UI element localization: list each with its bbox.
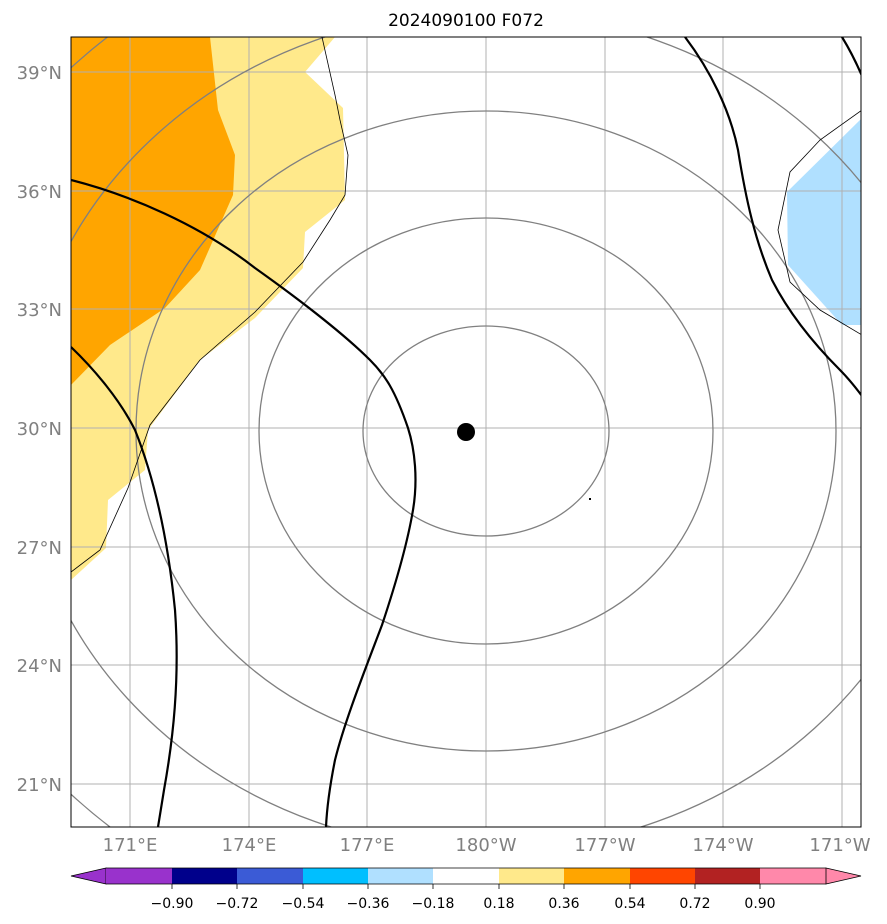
colorbar-segment xyxy=(172,868,237,884)
orange-shaded-region xyxy=(71,37,235,385)
colorbar-segment xyxy=(499,868,564,884)
colorbar-extend-high xyxy=(825,867,862,885)
colorbar-segment xyxy=(303,868,368,884)
lon-label: 174°W xyxy=(692,835,753,856)
colorbar-segment xyxy=(106,868,172,884)
map-frame xyxy=(70,36,862,828)
range-ring-1 xyxy=(362,325,610,537)
colorbar-extend-low xyxy=(70,867,107,885)
range-ring-2 xyxy=(258,217,714,645)
colorbar-tick-label: −0.36 xyxy=(347,896,390,912)
colorbar-tick-label: 0.36 xyxy=(548,896,579,912)
lon-label: 180°W xyxy=(455,835,516,856)
colorbar-segment xyxy=(695,868,760,884)
lon-label: 171°W xyxy=(809,835,870,856)
colorbar-segment xyxy=(630,868,695,884)
lon-label: 171°E xyxy=(103,835,158,856)
lat-label: 27°N xyxy=(17,538,62,559)
colorbar-tick-label: −0.18 xyxy=(412,896,455,912)
lon-label: 177°E xyxy=(340,835,395,856)
colorbar-segment xyxy=(237,868,303,884)
colorbar-tick-label: 0.72 xyxy=(679,896,710,912)
storm-center-dot xyxy=(457,423,475,441)
contour-line-west-south xyxy=(71,346,178,827)
contours xyxy=(71,37,861,827)
lon-label: 177°W xyxy=(574,835,635,856)
colorbar-tick-label: −0.72 xyxy=(216,896,259,912)
colorbar-ticks xyxy=(171,884,761,889)
colorbar-tick-label: 0.90 xyxy=(744,896,775,912)
colorbar-tick-label: 0.18 xyxy=(483,896,514,912)
contour-line-east-1 xyxy=(684,37,861,397)
colorbar-tick-label: −0.90 xyxy=(151,896,194,912)
colorbar-segment xyxy=(433,868,499,884)
shading-outline xyxy=(71,37,349,573)
colorbar: −0.90 −0.72 −0.54 −0.36 −0.18 0.18 0.36 … xyxy=(70,867,862,912)
gridlines xyxy=(71,37,861,827)
lat-label: 30°N xyxy=(17,419,62,440)
small-dot-feature xyxy=(589,498,591,500)
latitude-labels: 39°N 36°N 33°N 30°N 27°N 24°N 21°N xyxy=(17,63,62,796)
longitude-labels: 171°E 174°E 177°E 180°W 177°W 174°W 171°… xyxy=(103,835,871,856)
lat-label: 39°N xyxy=(17,63,62,84)
colorbar-segment xyxy=(760,868,826,884)
colorbar-tick-label: 0.54 xyxy=(614,896,645,912)
map-title: 2024090100 F072 xyxy=(388,11,544,31)
contour-line-west-north xyxy=(71,178,417,827)
colorbar-segment xyxy=(564,868,630,884)
lat-label: 24°N xyxy=(17,656,62,677)
colorbar-tick-label: −0.54 xyxy=(282,896,325,912)
lat-label: 36°N xyxy=(17,182,62,203)
shading-outline-east xyxy=(777,110,861,335)
colorbar-segment xyxy=(368,868,433,884)
lat-label: 21°N xyxy=(17,775,62,796)
lon-label: 174°E xyxy=(222,835,277,856)
lat-label: 33°N xyxy=(17,300,62,321)
contour-line-east-2 xyxy=(841,37,861,77)
